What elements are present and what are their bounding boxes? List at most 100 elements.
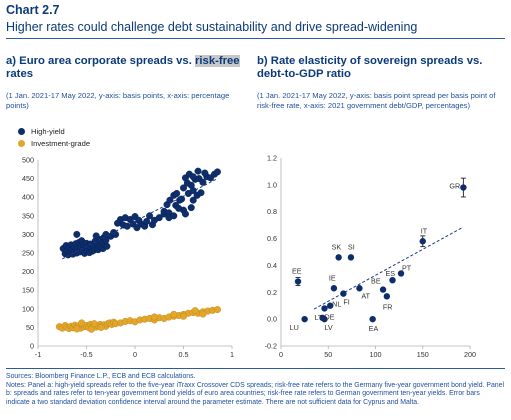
country-label-si: SI bbox=[348, 242, 355, 251]
high-yield-point bbox=[181, 174, 189, 182]
high-yield-point bbox=[116, 216, 124, 224]
high-yield-point bbox=[179, 184, 187, 192]
investment-grade-point bbox=[179, 310, 187, 318]
chart-number: Chart 2.7 bbox=[6, 3, 60, 17]
b-x-tick-label: 150 bbox=[417, 350, 429, 359]
investment-grade-point bbox=[97, 323, 105, 331]
country-label-lu: LU bbox=[290, 323, 299, 332]
country-point-be bbox=[379, 286, 387, 293]
footer-rule bbox=[6, 368, 505, 369]
investment-grade-point bbox=[90, 321, 98, 329]
high-yield-point bbox=[126, 216, 134, 224]
country-label-pt: PT bbox=[402, 263, 412, 272]
investment-grade-point bbox=[82, 322, 90, 330]
b-x-tick-label: 100 bbox=[370, 350, 382, 359]
country-point-de bbox=[321, 305, 328, 312]
investment-grade-point bbox=[136, 316, 144, 324]
high-yield-point bbox=[95, 242, 103, 250]
country-point-ea bbox=[369, 315, 376, 323]
high-yield-point bbox=[65, 243, 73, 251]
high-yield-point bbox=[93, 240, 101, 248]
high-yield-point bbox=[101, 241, 109, 249]
country-label-lv: LV bbox=[324, 323, 332, 332]
a-y-tick-label: 150 bbox=[22, 286, 34, 295]
b-x-tick-label: 50 bbox=[324, 350, 332, 359]
high-yield-point bbox=[103, 242, 111, 250]
high-yield-point bbox=[121, 214, 129, 222]
investment-grade-point bbox=[73, 325, 81, 333]
panel-b-title: b) Rate elasticity of sovereign spreads … bbox=[257, 55, 483, 80]
a-y-tick-label: 400 bbox=[22, 193, 34, 202]
country-label-at: AT bbox=[361, 291, 370, 300]
high-yield-point bbox=[199, 178, 207, 186]
b-y-tick-label: 0.6 bbox=[267, 234, 277, 243]
high-yield-point bbox=[99, 245, 107, 253]
high-yield-point bbox=[166, 196, 174, 204]
investment-grade-point bbox=[199, 308, 207, 316]
high-yield-point bbox=[207, 174, 215, 182]
high-yield-point bbox=[165, 214, 173, 222]
high-yield-point bbox=[92, 245, 100, 253]
high-yield-point bbox=[63, 247, 71, 255]
high-yield-point bbox=[72, 240, 80, 248]
country-label-fr: FR bbox=[383, 302, 393, 311]
investment-grade-point bbox=[88, 322, 96, 330]
legend-item-high-yield: High-yield bbox=[18, 125, 90, 137]
country-point-ie bbox=[330, 285, 338, 292]
high-yield-point bbox=[213, 168, 221, 176]
high-yield-point bbox=[163, 201, 171, 209]
investment-grade-point bbox=[189, 309, 197, 317]
country-point-at bbox=[356, 285, 363, 292]
high-yield-point bbox=[181, 210, 189, 218]
country-label-sk: SK bbox=[332, 242, 342, 251]
investment-grade-point bbox=[184, 309, 192, 317]
investment-grade-point bbox=[150, 313, 158, 321]
high-yield-point bbox=[71, 248, 79, 256]
investment-grade-point bbox=[86, 320, 94, 328]
investment-grade-point bbox=[69, 324, 77, 332]
high-yield-point bbox=[211, 170, 219, 178]
high-yield-point bbox=[84, 242, 92, 250]
high-yield-point bbox=[119, 221, 127, 229]
high-yield-point bbox=[79, 246, 87, 254]
panel-a: a) Euro area corporate spreads vs. risk-… bbox=[6, 55, 250, 148]
investment-grade-point bbox=[98, 322, 106, 330]
high-yield-point bbox=[73, 230, 81, 238]
investment-grade-point bbox=[79, 321, 87, 329]
a-y-tick-label: 300 bbox=[22, 230, 34, 239]
country-point-lu bbox=[301, 315, 308, 323]
country-point-pt bbox=[397, 270, 405, 277]
country-label-it: IT bbox=[421, 226, 428, 235]
high-yield-point bbox=[80, 241, 88, 249]
high-yield-point bbox=[141, 222, 149, 230]
country-label-fi: FI bbox=[343, 298, 349, 307]
high-yield-point bbox=[77, 243, 85, 251]
country-label-ea: EA bbox=[369, 324, 379, 333]
country-label-ie: IE bbox=[329, 273, 336, 282]
high-yield-point bbox=[69, 250, 77, 258]
investment-grade-point bbox=[100, 321, 108, 329]
high-yield-point bbox=[100, 233, 108, 241]
b-y-tick-label: 1.2 bbox=[267, 154, 277, 163]
investment-grade-point bbox=[204, 307, 212, 315]
panel-a-legend: High-yield Investment-grade bbox=[18, 125, 90, 149]
high-yield-point bbox=[187, 204, 195, 212]
high-yield-point bbox=[123, 222, 131, 230]
high-yield-point bbox=[98, 239, 106, 247]
high-yield-point bbox=[81, 249, 89, 257]
a-x-tick-label: 1 bbox=[230, 350, 234, 359]
high-yield-point bbox=[187, 181, 195, 189]
b-y-tick-label: 0.0 bbox=[267, 315, 277, 324]
investment-grade-point bbox=[213, 306, 221, 314]
country-point-gr bbox=[460, 184, 467, 191]
high-yield-point bbox=[87, 245, 95, 253]
header-rule bbox=[6, 38, 505, 39]
a-x-tick-label: -0.5 bbox=[80, 350, 92, 359]
high-yield-point bbox=[78, 237, 86, 245]
investment-grade-point bbox=[106, 319, 114, 327]
high-yield-point bbox=[82, 244, 90, 252]
investment-grade-point bbox=[71, 321, 79, 329]
country-label-ee: EE bbox=[292, 267, 302, 276]
investment-grade-point bbox=[160, 314, 168, 322]
investment-grade-point bbox=[77, 324, 85, 332]
